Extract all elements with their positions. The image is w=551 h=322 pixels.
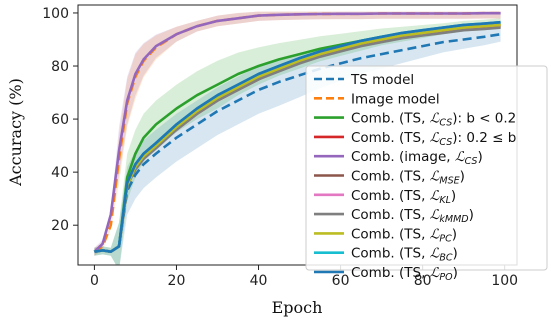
x-axis-label: Epoch [272, 298, 323, 317]
legend-label: Comb. (TS, ℒMSE) [351, 169, 465, 187]
legend-label: Comb. (TS, ℒPC) [351, 226, 457, 244]
legend-label: Comb. (TS, ℒBC) [351, 246, 458, 264]
y-tick-label: 60 [51, 112, 69, 128]
series-line-10 [94, 20, 501, 253]
y-tick-label: 100 [42, 6, 69, 22]
legend-label: Comb. (TS, ℒCS): 0.2 ≤ b [351, 130, 516, 148]
x-tick-label: 40 [250, 273, 268, 289]
legend-label: Image model [351, 91, 440, 107]
legend-label: TS model [350, 72, 414, 88]
x-tick-label: 0 [90, 273, 99, 289]
series-lines [93, 11, 501, 253]
series-band-0 [94, 26, 501, 265]
y-tick-label: 20 [51, 218, 69, 234]
legend-label: Comb. (TS, ℒkMMD) [351, 207, 474, 225]
variance-bands [94, 11, 501, 265]
x-tick-label: 60 [332, 273, 350, 289]
series-line-4 [93, 11, 501, 253]
series-band-2 [94, 18, 501, 265]
x-tick-label: 80 [414, 273, 432, 289]
series-line-0 [94, 32, 501, 253]
legend: TS model Image model Comb. (TS, ℒCS): b < … [305, 65, 548, 283]
legend-label: Comb. (TS, ℒKL) [351, 188, 456, 206]
x-tick-label: 20 [168, 273, 186, 289]
legend-box [305, 65, 548, 271]
legend-label: Comb. (image, ℒCS) [351, 149, 483, 167]
y-tick-label: 80 [51, 59, 69, 75]
x-tick-label: 100 [491, 273, 518, 289]
y-tick-label: 40 [51, 165, 69, 181]
legend-label: Comb. (TS, ℒPO) [351, 265, 458, 283]
y-axis-label: Accuracy (%) [6, 78, 25, 187]
legend-label: Comb. (TS, ℒCS): b < 0.2 [351, 111, 516, 129]
